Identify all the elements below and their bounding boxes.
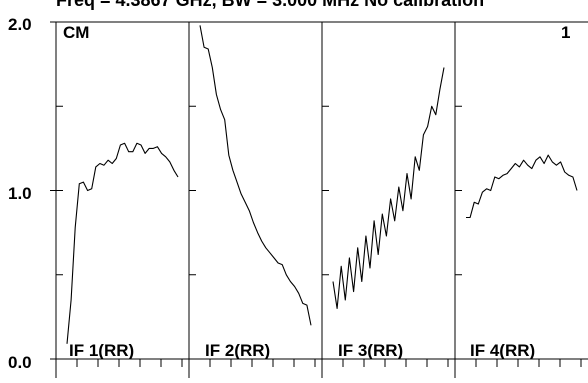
y-tick-label: 0.0	[8, 353, 32, 372]
series-line-if1	[66, 142, 179, 344]
panel-label-if3: IF 3(RR)	[338, 341, 403, 360]
panel-frames	[50, 21, 588, 378]
plot-header: Freq = 4.3867 GHz, BW = 3.000 MHz No cal…	[56, 0, 484, 10]
series-line-if3	[332, 67, 445, 309]
source-label: CM	[63, 23, 89, 42]
panel-label-if4: IF 4(RR)	[470, 341, 535, 360]
series-line-if2	[199, 25, 312, 326]
y-tick-label: 2.0	[8, 15, 32, 34]
y-tick-label: 1.0	[8, 184, 32, 203]
series-lines	[66, 25, 578, 344]
panel-label-if1: IF 1(RR)	[69, 341, 134, 360]
page-number: 1	[561, 23, 570, 42]
series-line-if4	[466, 154, 578, 219]
panel-label-if2: IF 2(RR)	[205, 341, 270, 360]
